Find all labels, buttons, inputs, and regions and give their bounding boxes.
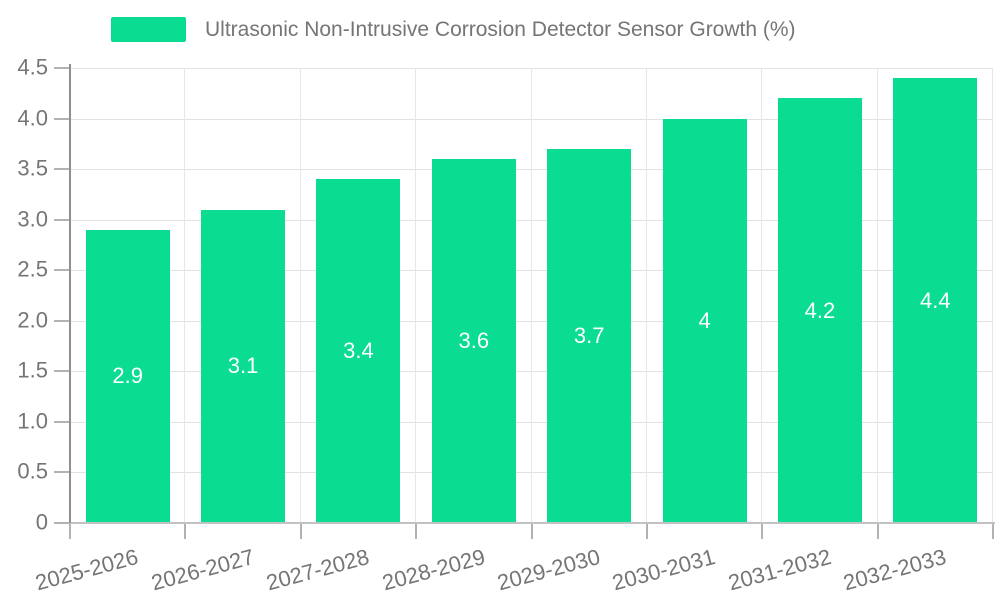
y-tick-label: 1.0 <box>17 408 48 434</box>
x-axis-tick <box>992 524 994 539</box>
bar[interactable]: 3.4 <box>316 179 401 523</box>
gridline-horizontal <box>70 320 993 322</box>
y-axis-tick <box>54 67 69 69</box>
gridline-horizontal <box>70 270 993 272</box>
x-tick-label: 2032-2033 <box>840 544 949 596</box>
x-tick-label: 2028-2029 <box>379 544 488 596</box>
x-axis-tick <box>645 524 648 539</box>
x-tick-label: 2030-2031 <box>609 544 719 596</box>
y-tick-label: 3.0 <box>17 206 48 232</box>
x-tick-label: 2026-2027 <box>148 544 257 596</box>
gridline-vertical <box>876 68 878 523</box>
y-tick-label: 4.5 <box>17 54 48 80</box>
x-axis-tick <box>876 524 879 539</box>
x-tick-label: 2025-2026 <box>33 544 142 596</box>
y-axis-tick <box>54 522 69 524</box>
y-tick-label: 0 <box>35 509 48 535</box>
x-tick-label: 2031-2032 <box>725 544 834 596</box>
y-axis-tick <box>54 117 69 120</box>
gridline-horizontal <box>70 421 993 423</box>
y-axis-tick <box>54 269 69 272</box>
x-axis-tick <box>415 524 418 539</box>
y-tick-label: 1.5 <box>17 357 48 383</box>
bar-value-label: 3.7 <box>573 322 605 348</box>
legend-label: Ultrasonic Non-Intrusive Corrosion Detec… <box>205 17 796 41</box>
bar[interactable]: 3.1 <box>201 209 286 523</box>
y-tick-label: 0.5 <box>17 458 48 484</box>
gridline-vertical <box>299 68 301 523</box>
x-axis-tick <box>69 524 71 539</box>
gridline-horizontal <box>70 371 993 373</box>
plot-area: 0 0.5 1.0 1.5 2.0 2.5 3.0 3.5 4.0 4.5 2.9 3.1 3.4 3.6… <box>17 54 995 595</box>
bar-value-label: 4.2 <box>804 297 836 323</box>
y-tick-label: 2.0 <box>17 307 48 333</box>
y-axis-tick <box>54 370 69 373</box>
bar[interactable]: 4.4 <box>893 78 978 523</box>
gridline-vertical <box>761 68 763 523</box>
gridline-horizontal <box>70 169 993 171</box>
gridline-vertical <box>645 68 647 523</box>
bar-value-label: 3.1 <box>227 353 259 379</box>
bar-value-label: 3.4 <box>343 338 374 364</box>
gridline-horizontal <box>70 118 993 120</box>
bar[interactable]: 3.6 <box>431 159 516 523</box>
x-axis-tick <box>761 524 764 539</box>
y-tick-label: 3.5 <box>17 155 48 181</box>
gridline-horizontal <box>70 219 993 221</box>
chart-legend-item[interactable]: Ultrasonic Non-Intrusive Corrosion Detec… <box>111 17 796 42</box>
gridline-vertical <box>992 68 993 523</box>
x-axis-tick <box>530 524 533 539</box>
x-tick-label: 2029-2030 <box>494 544 603 596</box>
y-tick-label: 4.0 <box>17 105 48 131</box>
y-axis-tick <box>54 319 69 322</box>
gridline-vertical <box>530 68 532 523</box>
y-axis-tick <box>54 420 69 423</box>
y-axis-tick <box>54 168 69 171</box>
gridline-horizontal <box>70 68 993 69</box>
bar-value-label: 2.9 <box>112 363 143 389</box>
y-axis-tick <box>54 218 69 221</box>
x-axis-tick <box>299 524 302 539</box>
bar[interactable]: 4.2 <box>777 98 862 523</box>
y-tick-label: 2.5 <box>17 256 48 282</box>
x-axis-tick <box>184 524 187 539</box>
y-axis-line <box>69 64 71 523</box>
x-tick-label: 2027-2028 <box>263 544 372 596</box>
gridline-horizontal <box>70 472 993 474</box>
legend-color-swatch <box>111 17 186 42</box>
bar-value-label: 4.4 <box>920 287 951 313</box>
gridline-vertical <box>415 68 417 523</box>
y-axis-tick <box>54 471 69 474</box>
bar-value-label: 3.6 <box>458 328 490 353</box>
x-axis-line <box>69 522 995 524</box>
bar[interactable]: 2.9 <box>85 229 170 523</box>
bar[interactable]: 3.7 <box>547 148 632 523</box>
gridline-vertical <box>184 68 186 523</box>
bar[interactable]: 4 <box>662 118 747 523</box>
bar-value-label: 4 <box>698 307 711 333</box>
